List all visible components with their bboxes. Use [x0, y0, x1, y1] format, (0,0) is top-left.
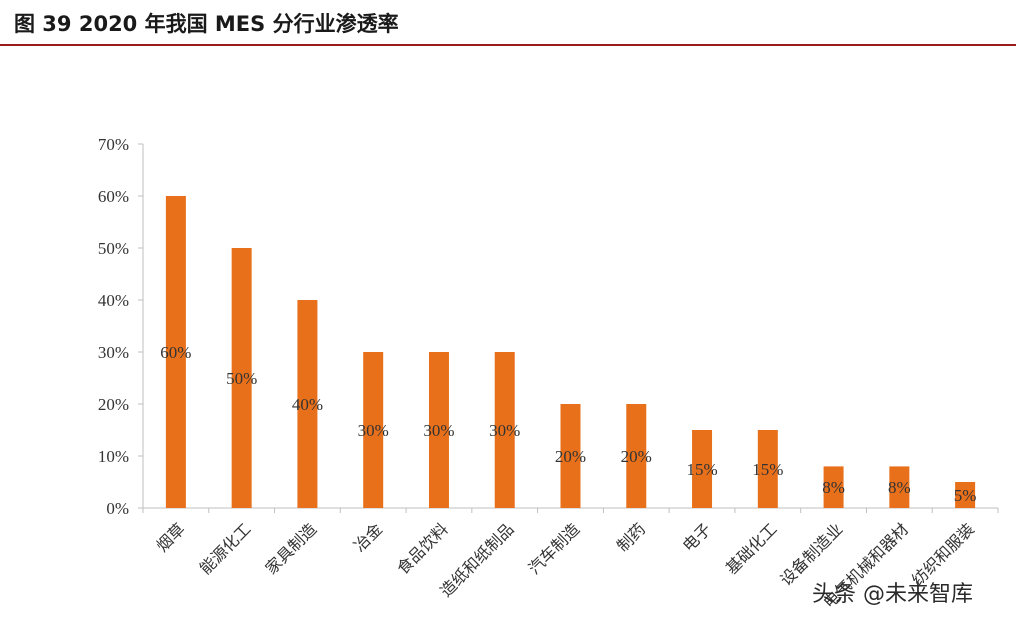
bar — [626, 404, 647, 508]
y-tick-label: 20% — [98, 395, 129, 414]
bar — [165, 196, 186, 508]
title-divider — [0, 44, 1016, 46]
figure-header: 图 39 2020 年我国 MES 分行业渗透率 — [0, 0, 1016, 46]
x-category-label: 汽车制造 — [525, 520, 583, 578]
y-tick-label: 60% — [98, 187, 129, 206]
y-tick-label: 10% — [98, 447, 129, 466]
data-label: 15% — [686, 460, 717, 479]
bar — [823, 466, 844, 508]
y-tick-label: 0% — [106, 499, 129, 518]
bar — [560, 404, 581, 508]
data-label: 30% — [423, 421, 454, 440]
data-label: 20% — [555, 447, 586, 466]
data-label: 50% — [226, 369, 257, 388]
data-label: 30% — [358, 421, 389, 440]
data-label: 20% — [621, 447, 652, 466]
data-label: 8% — [888, 478, 911, 497]
bar — [757, 430, 778, 508]
bar — [494, 352, 515, 508]
data-label: 5% — [954, 486, 977, 505]
x-category-label: 基础化工 — [723, 520, 781, 578]
x-category-label: 家具制造 — [262, 520, 320, 578]
x-category-label: 烟草 — [153, 520, 188, 555]
x-category-label: 食品饮料 — [394, 520, 452, 578]
bar — [428, 352, 449, 508]
y-tick-label: 40% — [98, 291, 129, 310]
data-label: 60% — [160, 343, 191, 362]
x-category-label: 冶金 — [351, 520, 386, 555]
bar — [363, 352, 384, 508]
y-tick-label: 50% — [98, 239, 129, 258]
bar — [297, 300, 318, 508]
y-tick-label: 70% — [98, 135, 129, 154]
bar — [955, 482, 976, 508]
x-category-label: 电子 — [680, 520, 715, 555]
watermark-text: 头条 @未来智库 — [812, 582, 973, 607]
bar — [231, 248, 252, 508]
data-label: 15% — [752, 460, 783, 479]
x-category-label: 制药 — [614, 520, 649, 555]
y-tick-label: 30% — [98, 343, 129, 362]
bar — [889, 466, 910, 508]
figure-title: 图 39 2020 年我国 MES 分行业渗透率 — [14, 12, 399, 36]
data-label: 40% — [292, 395, 323, 414]
data-label: 8% — [822, 478, 845, 497]
x-category-label: 能源化工 — [196, 520, 254, 578]
bar — [692, 430, 713, 508]
data-label: 30% — [489, 421, 520, 440]
